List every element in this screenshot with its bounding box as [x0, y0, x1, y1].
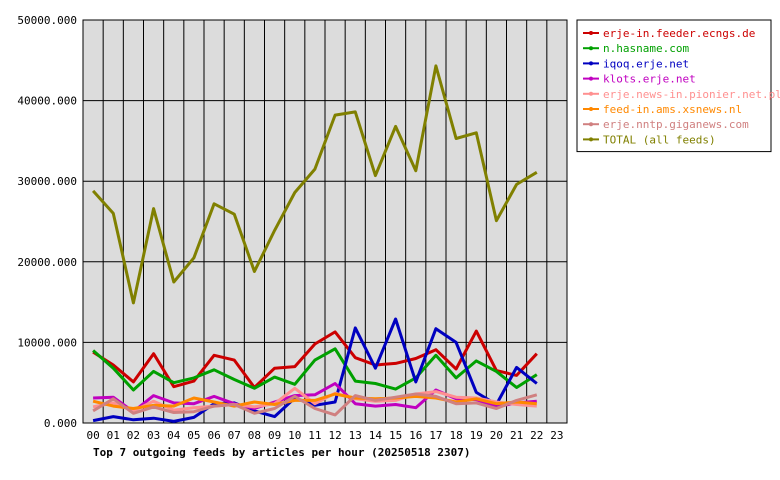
- x-tick-label: 07: [228, 429, 241, 442]
- y-tick-label: 50000.000: [17, 14, 77, 27]
- legend-label: n.hasname.com: [603, 42, 689, 55]
- legend-label: erje-in.feeder.ecngs.de: [603, 27, 755, 40]
- x-tick-label: 14: [369, 429, 383, 442]
- x-axis: 00 01 02 03 04 05 06 07 08 09 10 11 12 13 14 15 16 17 18 19…: [86, 429, 563, 442]
- legend-marker: [589, 61, 593, 66]
- legend-marker: [589, 91, 593, 96]
- series-line: [92, 392, 537, 410]
- x-tick-label: 05: [187, 429, 200, 442]
- x-tick-label: 13: [349, 429, 362, 442]
- y-tick-label: 0.000: [44, 417, 77, 430]
- y-tick-label: 10000.000: [17, 336, 77, 349]
- grid: [83, 20, 567, 423]
- legend-marker: [589, 31, 593, 35]
- legend-marker: [589, 122, 593, 127]
- legend-marker: [589, 137, 593, 142]
- legend: erje-in.feeder.ecngs.de n.hasname.com iqoq…: [576, 19, 780, 153]
- x-tick-label: 06: [207, 429, 220, 442]
- x-tick-label: 18: [449, 429, 462, 442]
- legend-label: iqoq.erje.net: [603, 57, 689, 70]
- x-tick-label: 16: [409, 429, 422, 442]
- x-tick-label: 23: [550, 429, 563, 442]
- series-line: [92, 317, 538, 423]
- y-tick-label: 30000.000: [17, 175, 77, 188]
- x-tick-label: 22: [530, 429, 543, 442]
- y-tick-label: 40000.000: [17, 95, 77, 108]
- legend-label: TOTAL (all feeds): [603, 133, 716, 146]
- legend-marker: [589, 107, 593, 111]
- x-tick-label: 04: [167, 429, 181, 442]
- series-line: [92, 392, 538, 417]
- y-axis: 0.000 10000.000 20000.000 30000.000 40000.00…: [17, 14, 77, 430]
- legend-marker: [589, 76, 593, 81]
- x-tick-label: 08: [248, 429, 261, 442]
- legend-label: klots.erje.net: [603, 73, 696, 86]
- x-tick-label: 20: [490, 429, 503, 442]
- legend-label: erje.nntp.giganews.com: [603, 118, 749, 131]
- series-line: [91, 64, 538, 305]
- x-tick-label: 19: [470, 429, 483, 442]
- legend-label: feed-in.ams.xsnews.nl: [603, 103, 742, 116]
- series-line: [92, 347, 538, 392]
- x-tick-label: 10: [288, 429, 301, 442]
- x-tick-label: 17: [429, 429, 442, 442]
- x-tick-label: 15: [389, 429, 402, 442]
- y-tick-label: 20000.000: [17, 256, 77, 269]
- x-tick-label: 02: [127, 429, 140, 442]
- x-tick-label: 21: [510, 429, 523, 442]
- x-tick-label: 00: [86, 429, 99, 442]
- x-tick-label: 12: [328, 429, 341, 442]
- legend-box: [576, 19, 772, 153]
- legend-label: erje.news-in.pionier.net.pl: [603, 88, 780, 101]
- x-tick-label: 11: [308, 429, 321, 442]
- x-tick-label: 03: [147, 429, 160, 442]
- x-tick-label: 01: [107, 429, 120, 442]
- legend-marker: [589, 46, 593, 51]
- series-line: [93, 382, 537, 414]
- x-tick-label: 09: [268, 429, 281, 442]
- series-lines: [91, 64, 538, 423]
- chart-title: Top 7 outgoing feeds by articles per hou…: [93, 446, 471, 459]
